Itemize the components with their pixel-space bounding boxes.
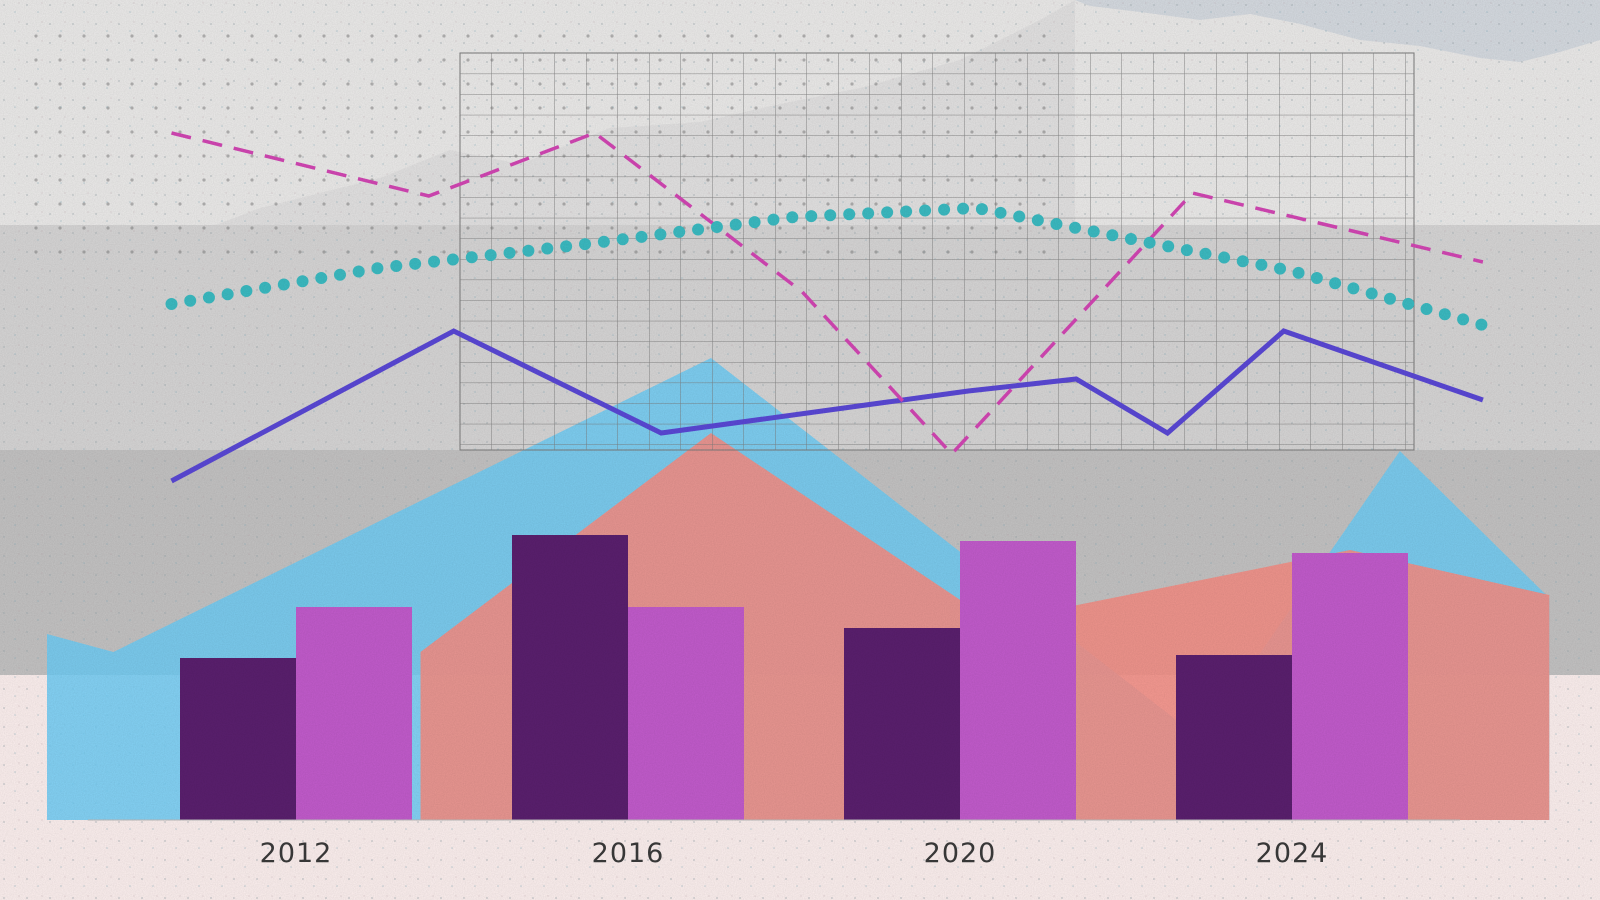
chart-svg: 2012201620202024	[0, 0, 1600, 900]
paper-grain	[0, 0, 1600, 900]
chart-stage: 2012201620202024	[0, 0, 1600, 900]
